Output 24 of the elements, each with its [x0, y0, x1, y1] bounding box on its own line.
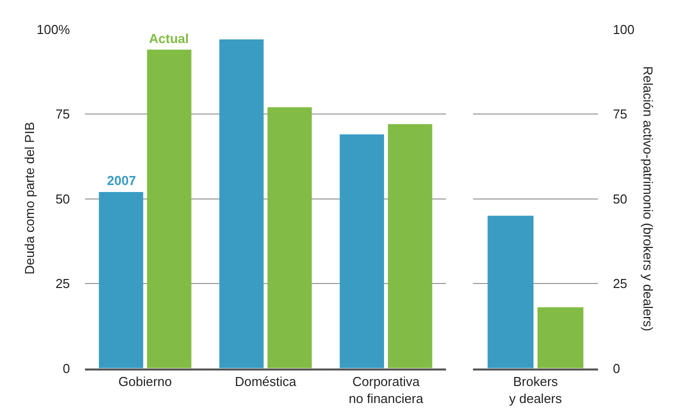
y-tick-label: 25: [612, 276, 628, 292]
bar: [219, 39, 264, 368]
x-tick-label: Corporativa no financiera: [348, 374, 424, 406]
x-tick-label: Gobierno: [118, 374, 172, 389]
y-tick-label: 100: [612, 22, 635, 37]
bar: [267, 107, 312, 368]
y-tick-label: 50: [55, 191, 70, 206]
bar: [98, 192, 144, 368]
bar: [388, 124, 432, 368]
y-tick-label: 100%: [36, 22, 70, 37]
y-axis-title: Deuda como parte del PIB: [22, 122, 37, 274]
y-tick-label: 75: [612, 106, 628, 122]
bar: [147, 50, 192, 368]
series-label: Actual: [149, 31, 189, 46]
y-tick-label: 25: [55, 276, 70, 292]
y-tick-label: 75: [55, 106, 70, 122]
x-tick-label: Doméstica: [234, 374, 298, 389]
y-axis-title: Relación activo-patrimonio (brokers y dealers): [640, 66, 656, 332]
y-tick-label: 0: [62, 360, 70, 376]
bar: [340, 134, 384, 368]
y-tick-label: 0: [612, 360, 620, 376]
y-tick-label: 50: [612, 191, 628, 206]
x-tick-label: Brokers y dealers: [509, 374, 562, 406]
series-label: 2007: [107, 173, 136, 188]
